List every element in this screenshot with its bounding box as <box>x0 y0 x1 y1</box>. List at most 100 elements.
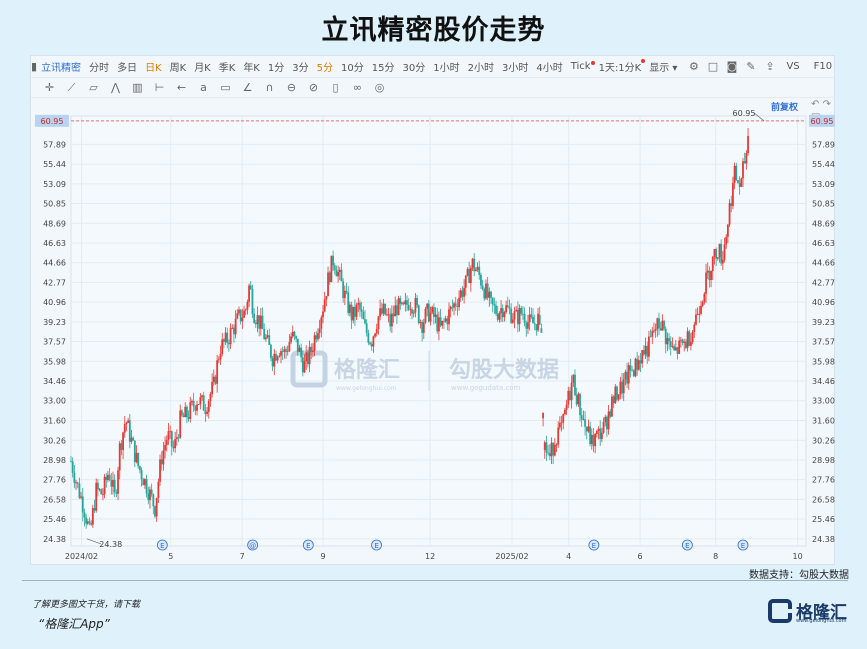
candle-body <box>711 256 714 272</box>
candle-body <box>239 309 242 322</box>
candle-body <box>102 494 104 495</box>
candle-body <box>444 318 447 322</box>
candle-body <box>473 258 476 272</box>
candle-body <box>179 410 182 438</box>
candle-body <box>159 459 161 482</box>
period-tab-8[interactable]: 1分 <box>267 63 285 74</box>
candle-body <box>342 281 345 299</box>
period-tab-11[interactable]: 10分 <box>341 63 364 74</box>
period-tab-14[interactable]: 1小时 <box>433 63 460 74</box>
candle-body <box>439 317 442 326</box>
candle-body <box>654 329 657 331</box>
bar-pattern-icon[interactable]: ▥ <box>132 81 143 94</box>
trash-icon[interactable]: ▯ <box>332 81 339 94</box>
period-tab-18[interactable]: Tick <box>567 61 595 72</box>
period-tab-16[interactable]: 3小时 <box>501 63 529 74</box>
comment-icon[interactable]: ▭ <box>220 81 231 94</box>
candle-body <box>352 306 355 321</box>
y-tick-label-left: 33.00 <box>43 397 66 406</box>
period-tab-6[interactable]: 季K <box>218 63 236 74</box>
candle-body <box>668 338 670 342</box>
period-tab-17[interactable]: 4小时 <box>536 63 563 74</box>
candle-body <box>690 342 692 346</box>
y-tick-label-right: 50.85 <box>812 199 835 208</box>
candle-body <box>177 437 180 439</box>
candle-body <box>184 406 187 418</box>
f10-button[interactable]: F10 <box>813 61 833 72</box>
angle-icon[interactable]: ∠ <box>242 81 253 94</box>
share-icon[interactable]: ⇪ <box>765 60 775 73</box>
x-tick-label: 12 <box>425 552 435 561</box>
footer-download-text: 了解更多图文干货，请下载 <box>32 600 141 610</box>
period-tab-10[interactable]: 5分 <box>316 63 333 74</box>
candle-body <box>527 322 529 329</box>
period-tab-5[interactable]: 月K <box>194 63 211 74</box>
text-tool-icon[interactable]: a <box>200 81 207 94</box>
period-tab-2[interactable]: 多日 <box>117 63 138 74</box>
magnet-icon[interactable]: ∩ <box>265 81 274 94</box>
display-dropdown[interactable]: 显示 ▾ <box>649 63 678 74</box>
candle-body <box>120 443 123 450</box>
y-tick-label-right: 44.66 <box>812 259 835 268</box>
y-tick-label-right: 28.98 <box>812 456 835 465</box>
crosshair-icon[interactable]: ✛ <box>44 81 55 94</box>
pen-icon[interactable]: ✎ <box>746 60 756 73</box>
candle-body <box>325 296 328 300</box>
trendline-icon[interactable]: ⟋ <box>67 81 76 94</box>
period-tab-4[interactable]: 周K <box>169 63 187 74</box>
sidebar-toggle-icon[interactable]: ▮ <box>31 60 38 73</box>
candle-body <box>338 269 341 273</box>
period-toolbar: ▮ 立讯精密 分时 多日 日K 周K 月K 季K 年K 1分 3分 5分 10分 15分 30分 1小时 2小… <box>31 56 836 78</box>
undo-icon[interactable]: ↶ <box>811 99 820 110</box>
hide-icon[interactable]: ⊘ <box>308 81 319 94</box>
channel-icon[interactable]: ▱ <box>89 81 98 94</box>
candle-body <box>595 431 598 434</box>
period-tab-0[interactable]: 立讯精密 <box>41 63 82 74</box>
candle-body <box>537 313 539 331</box>
period-tab-13[interactable]: 30分 <box>402 63 426 74</box>
event-marker-icon <box>371 539 382 551</box>
candle-body <box>686 331 689 348</box>
layout-icon[interactable]: □ <box>707 60 719 73</box>
link-icon[interactable]: ∞ <box>352 81 363 94</box>
wave-icon[interactable]: ⋀ <box>110 81 121 94</box>
candle-body <box>81 496 84 513</box>
adjust-mode-button[interactable]: 前复权 <box>771 103 799 113</box>
candle-body <box>579 393 581 416</box>
candle-body <box>516 309 519 325</box>
measure-icon[interactable]: ⊢ <box>154 81 165 94</box>
settings-gear-icon[interactable]: ⚙ <box>689 60 699 73</box>
candle-body <box>606 416 608 430</box>
candle-body <box>518 307 521 325</box>
eye-icon[interactable]: ◎ <box>374 81 385 94</box>
period-tab-1[interactable]: 分时 <box>89 63 110 74</box>
x-tick-label: 5 <box>168 552 173 561</box>
period-tab-3[interactable]: 日K <box>145 63 162 74</box>
candle-body <box>256 315 259 325</box>
event-marker-icon <box>156 539 168 551</box>
period-tab-7[interactable]: 年K <box>243 63 260 74</box>
period-tab-15[interactable]: 2小时 <box>467 63 494 74</box>
candle-body <box>575 395 578 405</box>
candle-body <box>83 512 86 518</box>
camera-icon[interactable]: ◙ <box>726 60 738 73</box>
candle-body <box>266 335 269 338</box>
candle-body <box>172 446 175 449</box>
candle-body <box>310 346 313 352</box>
period-tab-9[interactable]: 3分 <box>292 63 309 74</box>
vs-button[interactable]: VS <box>786 61 800 72</box>
candle-body <box>543 442 546 450</box>
redo-icon[interactable]: ↷ <box>822 99 831 110</box>
candle-body <box>155 498 158 517</box>
candlestick-chart[interactable]: 24.38 24.38 25.46 25.46 26.58 26.58 27.76 27.76… <box>31 56 836 566</box>
lock-icon[interactable]: ⊖ <box>286 81 297 94</box>
period-tab-19[interactable]: 1天:1分K <box>595 59 646 74</box>
candle-body <box>244 309 247 311</box>
y-tick-label-right: 57.89 <box>812 140 835 149</box>
period-tab-12[interactable]: 15分 <box>371 63 395 74</box>
candle-body <box>574 374 576 396</box>
candle-body <box>112 479 114 487</box>
arrow-icon[interactable]: ← <box>176 81 187 94</box>
gelonghui-logo: 格隆汇 www.gelonghui.com <box>768 598 847 624</box>
candle-body <box>105 476 108 481</box>
